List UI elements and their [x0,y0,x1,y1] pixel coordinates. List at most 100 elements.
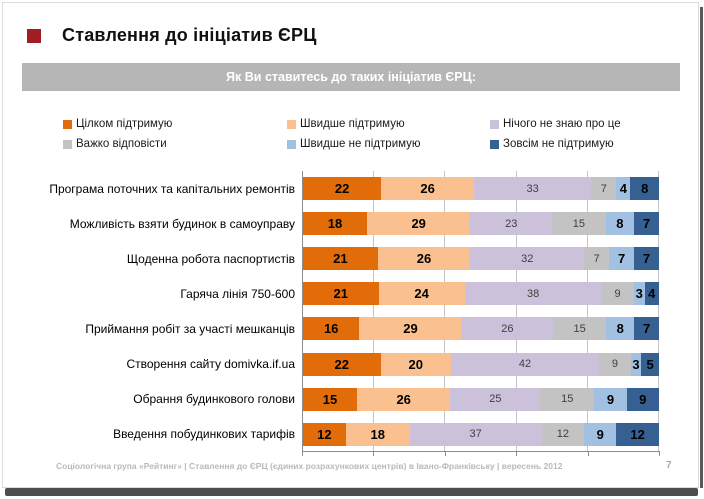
category-label: Введення побудинкових тарифів [113,427,295,442]
legend-swatch-icon [490,119,499,129]
legend-label: Швидше підтримую [300,118,405,130]
legend-label: Важко відповісти [76,138,167,150]
bar-value-label: 24 [414,286,429,302]
legend-label: Нічого не знаю про це [503,118,621,130]
bar-segment: 15 [303,387,357,411]
category-label: Програма поточних та капітальних ремонті… [49,181,295,196]
legend-item: Швидше не підтримую [287,137,421,151]
bar-segment: 42 [451,352,600,376]
legend-label: Зовсім не підтримую [503,138,614,150]
bar-value-label: 9 [606,391,615,407]
bar-value-label: 42 [518,358,532,371]
grid-line [586,171,588,452]
category-label: Приймання робіт за участі мешканців [85,321,295,336]
bar-segment: 18 [345,422,410,446]
bar-value-label: 7 [593,252,600,265]
axis-tick [659,452,660,456]
grid-line [515,171,517,452]
bar-segment: 16 [303,317,360,341]
legend: Цілком підтримую Швидше підтримую Нічого н… [0,113,704,157]
bar-value-label: 21 [333,286,348,302]
bar-stack: 16 29 26 15 8 7 [303,317,659,341]
bar-segment: 7 [591,177,617,201]
bar-value-label: 7 [642,216,651,232]
category-label: Щоденна робота паспортистів [126,251,295,266]
legend-swatch-icon [287,119,296,129]
axis-tick [444,452,446,456]
grid-line [373,171,375,452]
bar-segment: 15 [552,212,606,236]
axis-tick [373,452,375,456]
legend-swatch-icon [287,139,296,149]
bar-segment: 5 [641,352,659,376]
bar-value-label: 26 [416,251,432,267]
bar-segment: 4 [644,282,659,306]
chart-row: Створення сайту domivka.if.ua 22 20 42 9 3 5 [0,346,704,381]
bar-segment: 21 [303,247,378,271]
bar-stack: 12 18 37 12 9 12 [303,422,659,446]
bar-value-label: 15 [561,393,574,406]
subtitle-banner: Як Ви ставитесь до таких ініціатив ЄРЦ: [22,63,680,91]
bar-value-label: 18 [327,216,343,232]
bar-value-label: 12 [556,428,569,441]
bar-value-label: 15 [322,391,338,407]
axis-tick [587,452,589,456]
bar-value-label: 16 [323,321,339,337]
bar-segment: 37 [409,422,542,446]
bar-segment: 9 [584,422,617,446]
bar-segment: 26 [356,387,451,411]
bar-value-label: 3 [632,356,640,372]
bar-segment: 7 [634,247,659,271]
bar-value-label: 25 [489,393,502,406]
bar-value-label: 15 [572,217,585,230]
chart-row: Можливість взяти будинок в самоуправу 18 2… [0,206,704,241]
legend-label: Швидше не підтримую [300,138,421,150]
bar-segment: 21 [303,282,379,306]
bar-segment: 9 [594,387,627,411]
bar-stack: 15 26 25 15 9 9 [303,387,659,411]
bar-stack: 22 26 33 7 4 8 [303,177,659,201]
title-accent-square [27,29,41,43]
slide-shadow-bottom [5,488,698,496]
bar-segment: 26 [377,247,471,271]
bar-stack: 22 20 42 9 3 5 [303,352,659,376]
bar-value-label: 3 [635,286,643,302]
bar-value-label: 9 [611,358,618,371]
bar-value-label: 9 [614,287,621,300]
bar-segment: 20 [380,352,452,376]
legend-swatch-icon [63,119,72,129]
bar-segment: 9 [599,352,631,376]
footer-text: Соціологічна група «Рейтинг» | Ставлення… [56,461,563,471]
legend-item: Цілком підтримую [63,117,172,131]
bar-value-label: 15 [573,322,586,335]
bar-value-label: 22 [334,181,350,197]
bar-segment: 4 [616,177,631,201]
bar-segment: 7 [609,247,635,271]
bar-segment: 22 [303,177,382,201]
grid-line [658,171,659,452]
bar-value-label: 8 [616,321,624,337]
chart-row: Введення побудинкових тарифів 12 18 37 12 9 12 [0,417,704,452]
bar-segment: 22 [303,352,381,376]
bar-value-label: 9 [596,426,604,442]
bar-segment: 15 [553,317,607,341]
bar-segment: 12 [541,422,585,446]
bar-value-label: 8 [641,181,649,197]
bar-value-label: 26 [420,181,435,197]
bar-segment: 9 [626,387,659,411]
bar-value-label: 9 [639,391,647,407]
legend-label: Цілком підтримую [76,118,173,130]
bar-segment: 9 [601,282,634,306]
category-label: Можливість взяти будинок в самоуправу [69,216,295,231]
bar-segment: 25 [450,387,541,411]
grid-line [444,171,446,452]
bar-value-label: 37 [469,428,482,441]
bar-value-label: 22 [334,356,349,372]
bar-value-label: 26 [501,322,514,335]
bar-value-label: 18 [370,426,385,442]
bar-value-label: 29 [411,216,426,232]
bar-value-label: 23 [505,217,518,230]
chart-row: Приймання робіт за участі мешканців 16 29 2… [0,311,704,346]
bar-segment: 8 [606,317,635,341]
